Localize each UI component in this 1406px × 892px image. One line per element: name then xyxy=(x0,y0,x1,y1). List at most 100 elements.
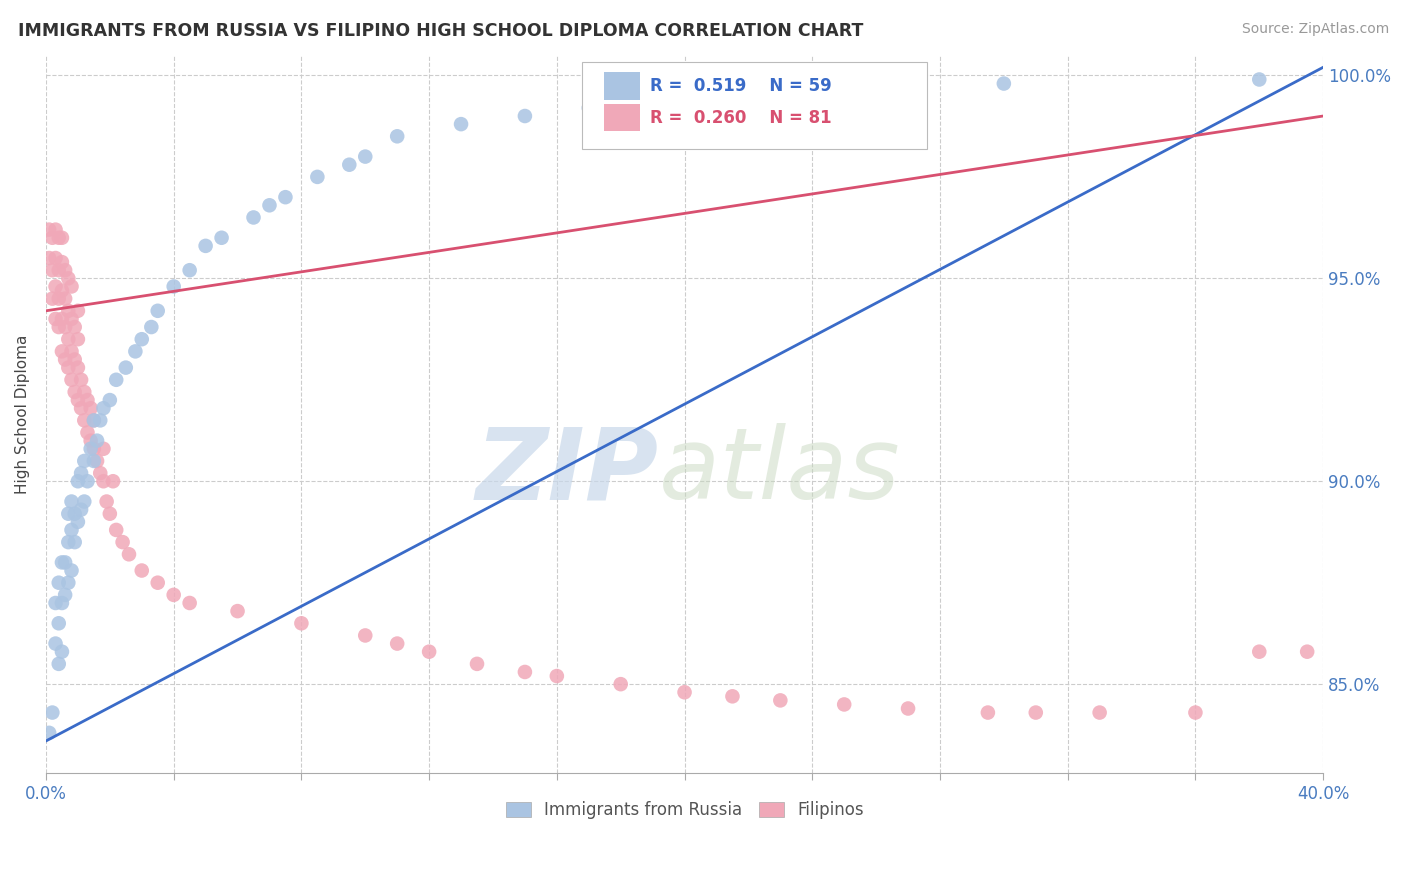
Point xyxy=(98,393,121,408)
Point xyxy=(832,85,855,99)
Point xyxy=(48,575,70,590)
Point xyxy=(673,685,696,699)
Point xyxy=(832,698,855,712)
Point xyxy=(48,231,70,245)
Point xyxy=(60,564,83,578)
Point xyxy=(66,515,89,529)
Point xyxy=(83,454,105,468)
Point xyxy=(51,312,73,326)
Point xyxy=(53,320,76,334)
Point xyxy=(98,507,121,521)
Point xyxy=(354,150,377,164)
Point xyxy=(609,677,631,691)
Point xyxy=(58,303,80,318)
Point xyxy=(211,231,233,245)
Point xyxy=(41,292,63,306)
Point xyxy=(51,255,73,269)
Point xyxy=(48,657,70,671)
Point xyxy=(66,393,89,408)
Point xyxy=(465,657,488,671)
Point xyxy=(38,222,60,236)
Point xyxy=(146,303,169,318)
Point xyxy=(60,279,83,293)
Point xyxy=(41,706,63,720)
Point xyxy=(105,523,128,537)
Point xyxy=(45,279,67,293)
Point xyxy=(96,494,118,508)
Point xyxy=(93,475,115,489)
Point xyxy=(86,434,108,448)
Point xyxy=(48,292,70,306)
Point xyxy=(45,596,67,610)
Point xyxy=(769,693,792,707)
Point xyxy=(546,669,568,683)
Point xyxy=(38,726,60,740)
Point xyxy=(146,575,169,590)
Point xyxy=(60,373,83,387)
Point xyxy=(1088,706,1111,720)
Point xyxy=(60,312,83,326)
Point xyxy=(66,475,89,489)
Point xyxy=(41,263,63,277)
Point xyxy=(41,231,63,245)
Point xyxy=(290,616,312,631)
Bar xyxy=(605,104,640,131)
Point xyxy=(79,401,101,416)
Point xyxy=(58,575,80,590)
Point xyxy=(51,556,73,570)
Point xyxy=(38,251,60,265)
Point xyxy=(48,616,70,631)
Point xyxy=(93,442,115,456)
Point xyxy=(73,454,96,468)
Point xyxy=(45,222,67,236)
Point xyxy=(70,401,93,416)
Point xyxy=(86,454,108,468)
Point xyxy=(53,352,76,367)
Text: atlas: atlas xyxy=(659,423,901,520)
Point xyxy=(101,475,124,489)
Point xyxy=(194,239,217,253)
Point xyxy=(51,231,73,245)
Point xyxy=(737,88,759,103)
Point xyxy=(53,588,76,602)
Point xyxy=(179,596,201,610)
Point xyxy=(51,284,73,298)
Point xyxy=(450,117,472,131)
Point xyxy=(63,507,86,521)
Point xyxy=(45,636,67,650)
Point xyxy=(1249,72,1271,87)
Point xyxy=(226,604,249,618)
Point xyxy=(73,384,96,399)
Point xyxy=(79,442,101,456)
Point xyxy=(70,466,93,480)
Point xyxy=(897,701,920,715)
Point xyxy=(385,636,408,650)
Point xyxy=(53,292,76,306)
Point xyxy=(83,413,105,427)
Point xyxy=(48,320,70,334)
Point xyxy=(307,169,329,184)
Point xyxy=(60,523,83,537)
Point xyxy=(58,507,80,521)
Point xyxy=(83,413,105,427)
Point xyxy=(89,413,111,427)
Point xyxy=(58,360,80,375)
Point xyxy=(63,320,86,334)
Point xyxy=(51,344,73,359)
Point xyxy=(242,211,264,225)
Point xyxy=(141,320,163,334)
Point xyxy=(66,303,89,318)
Point xyxy=(1296,645,1319,659)
Point xyxy=(60,494,83,508)
Point xyxy=(354,628,377,642)
Point xyxy=(513,109,536,123)
Point xyxy=(179,263,201,277)
Text: IMMIGRANTS FROM RUSSIA VS FILIPINO HIGH SCHOOL DIPLOMA CORRELATION CHART: IMMIGRANTS FROM RUSSIA VS FILIPINO HIGH … xyxy=(18,22,863,40)
Point xyxy=(51,596,73,610)
Point xyxy=(274,190,297,204)
Point xyxy=(53,556,76,570)
Point xyxy=(73,494,96,508)
Point xyxy=(118,547,141,561)
Point xyxy=(45,251,67,265)
Text: R =  0.519    N = 59: R = 0.519 N = 59 xyxy=(650,77,832,95)
